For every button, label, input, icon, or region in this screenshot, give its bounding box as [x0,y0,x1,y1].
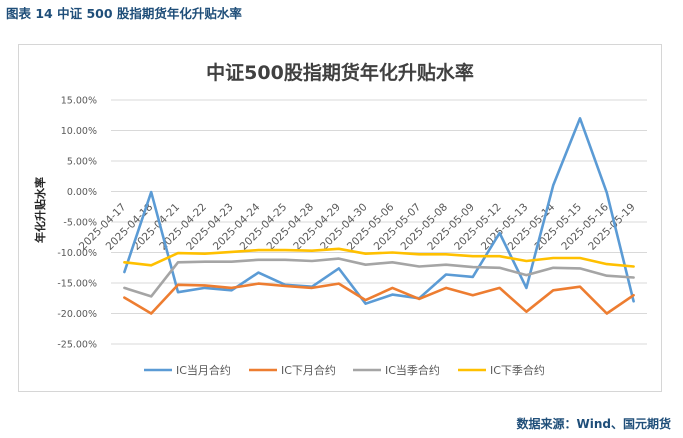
figure-caption: 图表 14 中证 500 股指期货年化升贴水率 [6,6,242,21]
y-axis-label: 年化升贴水率 [33,177,47,243]
series-lines [123,117,635,315]
series-line [123,282,635,315]
series-line [123,257,635,298]
y-tick-labels: 15.00% 10.00% 5.00% 0.00% -5.00% -10.00% -15.0… [57,96,97,351]
y-tick-label: -20.00% [57,309,97,320]
y-tick-label: -10.00% [57,248,97,259]
y-tick-label: -15.00% [57,279,97,290]
series-line [123,247,635,268]
legend-label: IC下月合约 [281,363,336,377]
legend-label: IC当月合约 [176,363,231,377]
legend: IC当月合约 IC下月合约 IC当季合约 IC下季合约 [144,363,545,377]
chart-svg: 中证500股指期货年化升贴水率 年化升贴水率 15.00% 10.00% 5.00%… [33,61,647,377]
chart-title: 中证500股指期货年化升贴水率 [206,61,474,84]
y-tick-label: -25.00% [57,340,97,351]
series-line [123,117,635,306]
y-tick-label: 0.00% [67,187,97,198]
y-tick-label: 10.00% [61,126,97,137]
legend-label: IC当季合约 [385,363,440,377]
y-tick-label: 15.00% [61,96,97,107]
y-tick-label: -5.00% [63,218,97,229]
source-note: 数据来源：Wind、国元期货 [516,417,671,431]
y-tick-label: 5.00% [67,157,97,168]
chart-frame: 中证500股指期货年化升贴水率 年化升贴水率 15.00% 10.00% 5.00%… [18,44,662,392]
legend-label: IC下季合约 [490,363,545,377]
